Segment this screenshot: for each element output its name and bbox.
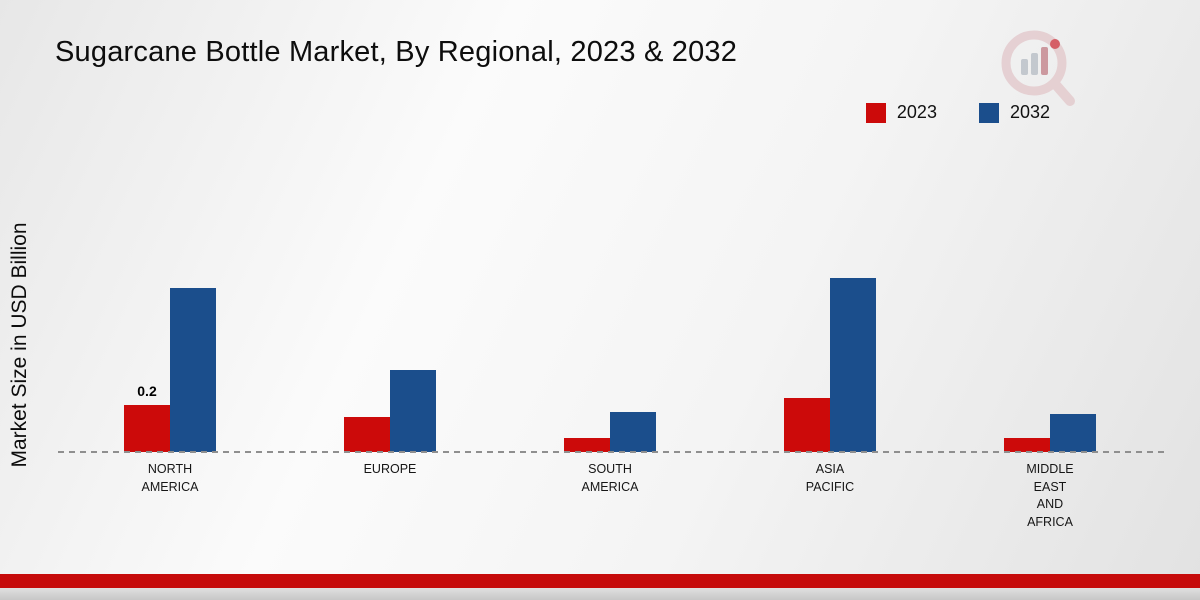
bar-group-north-america: 0.2	[60, 287, 280, 452]
x-axis-category-labels: NORTH AMERICA EUROPE SOUTH AMERICA ASIA PAC…	[60, 461, 1160, 531]
chart-title: Sugarcane Bottle Market, By Regional, 20…	[55, 36, 738, 68]
brand-logo-icon	[1001, 30, 1075, 106]
bar-group-europe	[280, 369, 500, 452]
bar-value-label: 0.2	[137, 383, 157, 399]
category-label-europe: EUROPE	[363, 462, 417, 476]
legend-swatch-2032	[978, 102, 999, 123]
footer-accent-band	[0, 574, 1200, 588]
legend-label-2032: 2032	[1009, 102, 1050, 122]
bar-2023-europe	[344, 416, 390, 452]
bar-2023-north-america: 0.2	[124, 383, 170, 452]
bar-group-asia-pacific	[720, 278, 940, 452]
bar-2023-asia-pacific	[784, 397, 830, 452]
category-label-south-america: SOUTH AMERICA	[581, 462, 639, 494]
footer-base-band	[0, 588, 1200, 600]
bar-2023-south-america	[564, 437, 610, 452]
bar-2032-asia-pacific	[830, 278, 876, 452]
bar-group-south-america	[500, 412, 720, 452]
bar-2032-north-america	[170, 287, 216, 452]
bar-2032-europe	[390, 369, 436, 452]
legend-label-2023: 2023	[896, 102, 937, 122]
legend-item-2032: 2032	[978, 102, 1050, 123]
category-label-middle-east-and-africa: MIDDLE EAST AND AFRICA	[1026, 462, 1074, 529]
bar-group-middle-east-and-africa	[940, 414, 1160, 452]
x-axis-baseline	[58, 451, 1164, 453]
legend-item-2023: 2023	[865, 102, 937, 123]
legend-swatch-2023	[865, 102, 886, 123]
category-label-asia-pacific: ASIA PACIFIC	[805, 462, 855, 494]
chart-legend: 2023 2032	[865, 102, 1050, 123]
bar-2032-middle-east-and-africa	[1050, 414, 1096, 452]
plot-area: 0.2	[60, 60, 1160, 452]
bar-2032-south-america	[610, 412, 656, 452]
y-axis-label: Market Size in USD Billion	[8, 222, 31, 468]
category-label-north-america: NORTH AMERICA	[141, 462, 199, 494]
bar-2023-middle-east-and-africa	[1004, 437, 1050, 452]
